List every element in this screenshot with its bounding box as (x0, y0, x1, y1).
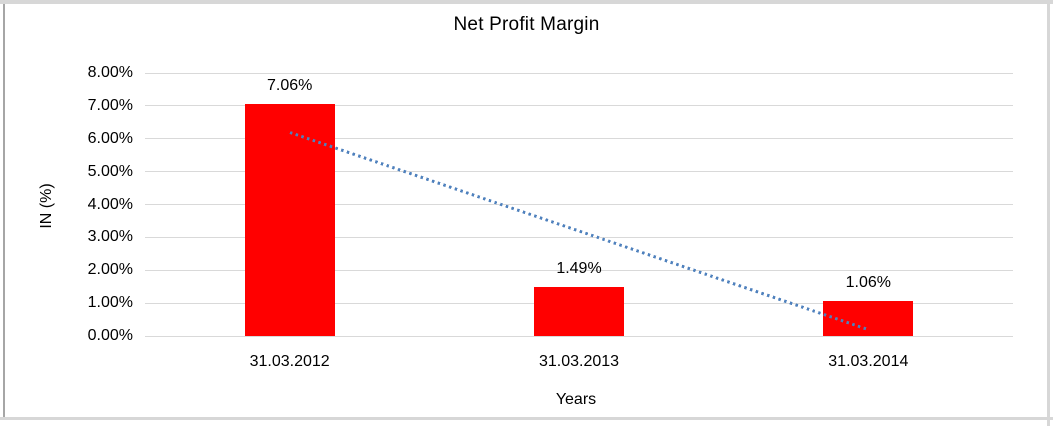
y-tick-label: 2.00% (87, 261, 133, 279)
y-tick-label: 5.00% (87, 162, 133, 180)
gridline (145, 72, 1013, 74)
chart-title: Net Profit Margin (453, 14, 600, 35)
gridline (145, 204, 1013, 205)
y-tick-label: 4.00% (87, 195, 133, 213)
bar (244, 103, 335, 336)
frame-right-border (1047, 0, 1050, 426)
x-tick-label: 31.03.2012 (249, 353, 330, 370)
x-tick-label: 31.03.2013 (538, 353, 620, 370)
y-tick-label: 8.00% (87, 64, 133, 81)
gridline (145, 236, 1013, 238)
frame-bottom-border (0, 417, 1053, 420)
y-tick-label: 1.00% (87, 294, 133, 312)
bar-data-label: 1.06% (845, 274, 892, 292)
gridline (145, 138, 1013, 140)
bar-data-label: 7.06% (266, 76, 313, 94)
x-tick-label: 31.03.2014 (828, 353, 909, 370)
bar-data-label: 1.49% (556, 260, 602, 278)
y-tick-label: 0.00% (87, 327, 133, 344)
frame-top-border (0, 0, 1053, 4)
y-tick-label: 7.00% (87, 96, 133, 114)
gridline (145, 171, 1013, 173)
y-tick-label: 6.00% (87, 129, 133, 147)
gridline (145, 269, 1013, 271)
frame-left-border (3, 4, 5, 417)
gridline (145, 105, 1013, 107)
y-tick-label: 3.00% (87, 228, 133, 246)
gridline (145, 335, 1013, 337)
x-axis-title: Years (555, 391, 597, 408)
bar (534, 287, 624, 336)
